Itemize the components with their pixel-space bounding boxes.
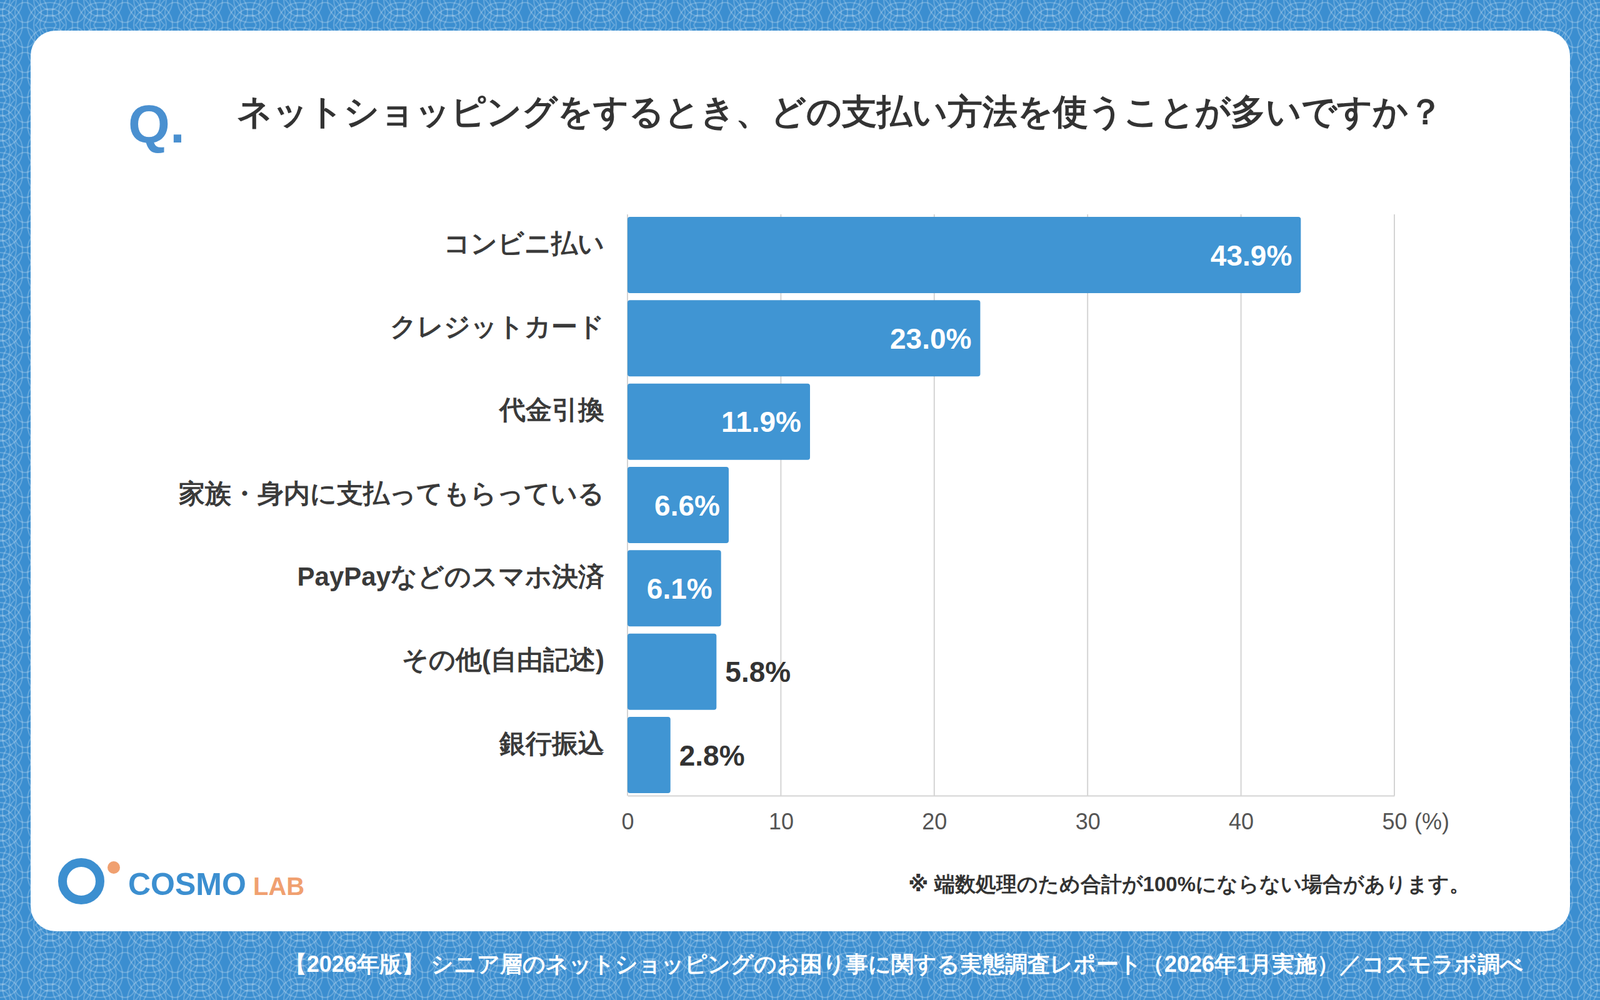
data-label: 6.6%	[654, 489, 720, 522]
grid-line	[1393, 214, 1395, 796]
x-axis: 0 10 20 30 40 50	[621, 795, 1407, 835]
bars	[627, 216, 1301, 794]
x-tick: 20	[921, 795, 947, 835]
card	[30, 30, 1570, 932]
x-axis-line	[628, 795, 1395, 797]
x-tick-label: 0	[621, 808, 634, 835]
bar	[627, 466, 729, 544]
category-label: 銀行振込	[498, 728, 605, 759]
data-label: 6.1%	[646, 572, 713, 605]
x-tick: 40	[1228, 795, 1254, 835]
x-tick: 10	[768, 795, 794, 835]
logo-icon	[62, 862, 100, 900]
x-axis-title: (%)	[1414, 808, 1450, 835]
category-label: 家族・身内に支払ってもらっている	[178, 478, 605, 509]
chart-root: Q. ネットショッピングをするとき、どの支払い方法を使うことが多いですか？ 0 10 2…	[0, 0, 1600, 1000]
y-tick: 代金引換	[498, 395, 605, 425]
bar	[627, 383, 810, 460]
y-tick: PayPayなどのスマホ決済	[297, 561, 605, 592]
y-tick: その他(自由記述)	[401, 645, 605, 675]
grid-line	[1240, 214, 1242, 796]
y-axis: コンビニ払いクレジットカード代金引換家族・身内に支払ってもらっている PayPay…	[178, 228, 605, 759]
category-label: コンビニ払い	[443, 228, 605, 259]
bar	[627, 300, 980, 377]
category-label: クレジットカード	[390, 311, 605, 342]
footnote: ※ 端数処理のため合計が100%にならない場合があります。	[908, 872, 1470, 896]
grid-line	[1086, 214, 1089, 796]
x-tick-label: 10	[768, 808, 794, 835]
logo-text: COSMO LAB	[128, 866, 305, 902]
y-tick: コンビニ払い	[443, 228, 605, 259]
data-labels: 43.9% 23.0% 11.9% 6.6% 6.1% 5.8% 2.8%	[646, 239, 1292, 772]
x-tick: 30	[1075, 795, 1101, 835]
source: 【2026年版】 シニア層のネットショッピングのお困り事に関する実態調査レポート…	[284, 951, 1524, 977]
category-label: その他(自由記述)	[401, 645, 605, 675]
y-tick: 家族・身内に支払ってもらっている	[178, 478, 605, 509]
title: ネットショッピングをするとき、どの支払い方法を使うことが多いですか？	[236, 91, 1444, 132]
x-tick-label: 40	[1228, 808, 1254, 835]
x-tick-label: 20	[921, 808, 947, 835]
logo-icon-dot	[107, 861, 120, 874]
data-label: 5.8%	[725, 655, 791, 689]
category-label: 代金引換	[498, 395, 605, 425]
background	[0, 0, 1600, 1000]
bar	[627, 550, 722, 627]
x-tick: 0	[621, 795, 634, 835]
bar	[627, 633, 717, 710]
data-label: 11.9%	[721, 405, 802, 439]
logo: COSMO LAB	[62, 861, 305, 902]
data-label: 2.8%	[679, 739, 745, 772]
data-label: 23.0%	[890, 322, 972, 355]
x-tick-label: 30	[1075, 808, 1101, 835]
bar	[627, 216, 1301, 294]
data-label: 43.9%	[1210, 239, 1292, 272]
bar	[627, 716, 671, 794]
title-prefix: Q.	[128, 93, 185, 154]
y-tick: クレジットカード	[390, 311, 605, 342]
grid	[627, 214, 1395, 796]
category-label: PayPayなどのスマホ決済	[297, 561, 605, 592]
y-tick: 銀行振込	[498, 728, 605, 759]
x-tick: 50	[1381, 795, 1407, 835]
x-tick-label: 50	[1381, 808, 1407, 835]
